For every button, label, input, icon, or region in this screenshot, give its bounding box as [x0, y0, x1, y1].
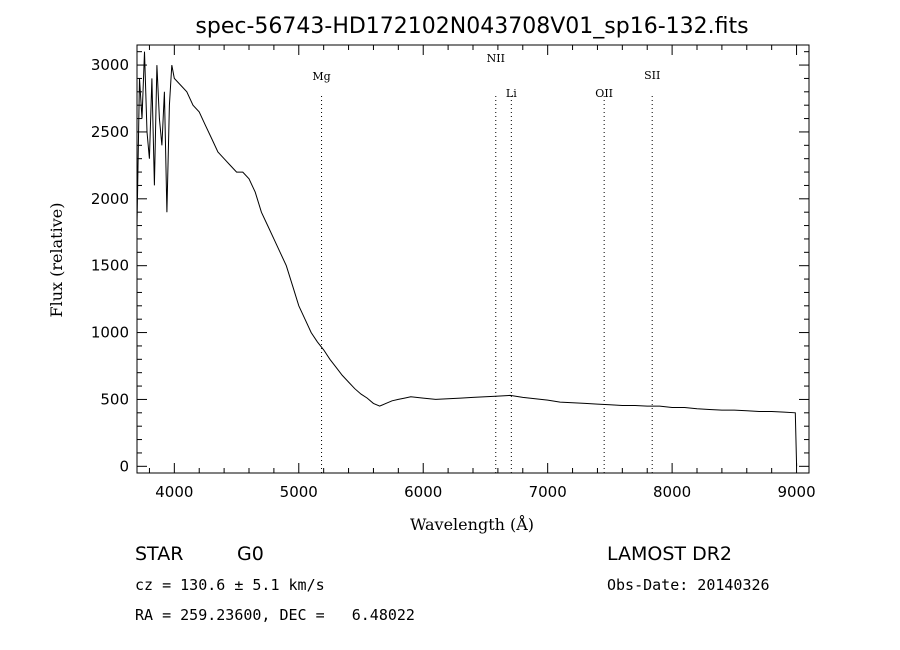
redshift-velocity: cz = 130.6 ± 5.1 km/s [135, 576, 325, 594]
observation-date: Obs-Date: 20140326 [607, 576, 770, 594]
spectral-line-label: Mg [312, 70, 330, 83]
plot-frame [136, 44, 810, 474]
object-subclass: G0 [237, 543, 264, 565]
x-tick-label: 8000 [653, 483, 691, 501]
x-tick-label: 4000 [155, 483, 193, 501]
object-class: STAR [135, 543, 183, 565]
y-tick-label: 2000 [91, 190, 129, 208]
plot-area: Mg NII Li OII SII 4000 5000 6000 7000 8000 9000 0 50… [91, 44, 816, 501]
spectral-line-label: OII [595, 87, 613, 100]
x-tick-label: 7000 [529, 483, 567, 501]
y-tick-label: 500 [100, 390, 129, 408]
y-tick-label: 0 [119, 457, 129, 475]
spectrum-line [136, 51, 798, 467]
y-tick-label: 3000 [91, 56, 129, 74]
chart-title: spec-56743-HD172102N043708V01_sp16-132.f… [195, 14, 748, 39]
x-tick-label: 5000 [280, 483, 318, 501]
x-axis-label: Wavelength (Å) [410, 514, 534, 534]
x-tick-label: 6000 [404, 483, 442, 501]
y-tick-label: 1500 [91, 257, 129, 275]
survey-name: LAMOST DR2 [607, 543, 732, 565]
spectral-line-label: Li [506, 87, 517, 100]
x-tick-label: 9000 [777, 483, 815, 501]
y-tick-label: 2500 [91, 123, 129, 141]
spectral-line-label: SII [644, 69, 660, 82]
spectral-line-label: NII [487, 52, 505, 65]
y-axis-label: Flux (relative) [47, 203, 66, 318]
coordinates: RA = 259.23600, DEC = 6.48022 [135, 606, 415, 624]
y-tick-label: 1000 [91, 324, 129, 342]
